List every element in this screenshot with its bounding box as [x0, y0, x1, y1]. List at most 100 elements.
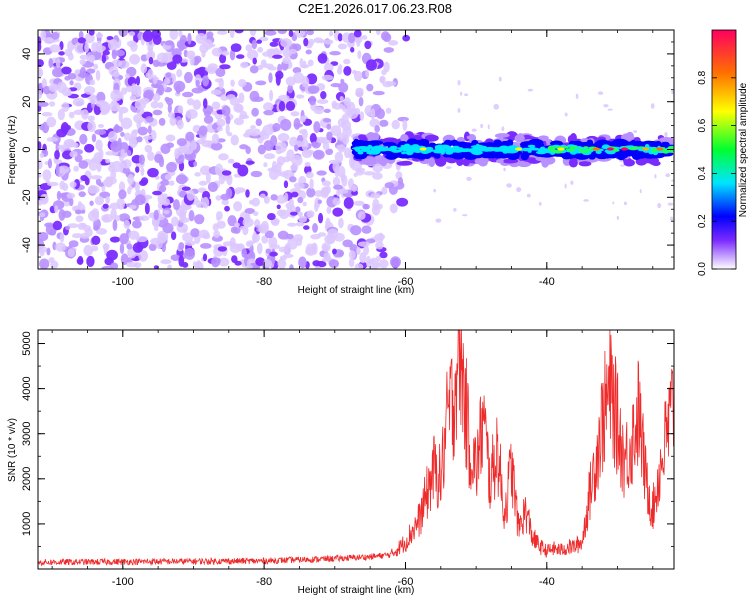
noise-blob	[178, 255, 185, 267]
noise-blob	[320, 91, 327, 100]
noise-blob	[383, 47, 395, 53]
noise-blob	[67, 223, 79, 229]
noise-blob	[167, 264, 172, 269]
noise-blob	[78, 191, 86, 198]
noise-blob	[96, 161, 102, 173]
noise-blob	[49, 101, 56, 107]
noise-blob	[353, 30, 362, 38]
noise-blob	[152, 109, 163, 116]
signal-core	[668, 150, 674, 153]
noise-blob	[353, 200, 365, 206]
noise-blob	[245, 212, 250, 224]
noise-blob	[435, 218, 442, 223]
signal-core	[463, 148, 472, 153]
noise-blob	[246, 264, 253, 269]
noise-blob	[314, 265, 321, 269]
noise-blob	[205, 66, 217, 73]
noise-blob	[160, 179, 170, 186]
noise-blob	[249, 65, 259, 74]
noise-blob	[188, 210, 195, 222]
noise-blob	[108, 66, 119, 76]
signal-core	[490, 147, 496, 151]
noise-blob	[221, 50, 230, 56]
noise-blob	[256, 39, 262, 44]
noise-blob	[280, 118, 292, 131]
noise-blob	[389, 203, 398, 214]
noise-blob	[195, 79, 200, 88]
noise-blob	[177, 105, 184, 113]
noise-blob	[89, 79, 96, 86]
noise-blob	[329, 51, 341, 56]
noise-blob	[297, 196, 304, 204]
snr-ytick-label: 3000	[21, 421, 33, 445]
noise-blob	[227, 158, 235, 164]
noise-blob	[138, 154, 145, 165]
noise-blob	[227, 215, 237, 227]
noise-blob	[564, 183, 567, 189]
noise-blob	[226, 173, 233, 186]
noise-blob	[80, 175, 88, 182]
colorbar-tick-label: 0.4	[697, 166, 708, 180]
noise-blob	[162, 222, 174, 234]
noise-blob	[210, 89, 222, 96]
noise-blob	[538, 201, 542, 206]
noise-blob	[364, 40, 372, 50]
noise-blob	[241, 248, 247, 258]
noise-blob	[97, 123, 105, 128]
noise-blob	[503, 167, 506, 172]
noise-blob	[332, 248, 337, 255]
snr-axes: -100 -80 -60 -40 1000 2000 3000 4000 5000	[21, 330, 674, 588]
noise-blob	[501, 126, 505, 132]
noise-blob	[282, 57, 291, 65]
noise-blob	[348, 250, 356, 260]
noise-blob	[333, 184, 343, 190]
noise-blob	[102, 243, 110, 251]
noise-blob	[303, 225, 310, 230]
noise-blob	[264, 230, 274, 239]
noise-blob	[91, 157, 103, 163]
noise-blob	[290, 111, 300, 117]
noise-blob	[126, 243, 133, 250]
noise-blob	[233, 244, 244, 250]
noise-blob	[299, 115, 306, 123]
noise-blob	[252, 96, 264, 102]
noise-blob	[303, 37, 309, 47]
noise-blob	[218, 257, 230, 267]
signal-core	[401, 151, 407, 155]
noise-blob	[362, 203, 369, 210]
noise-blob	[109, 236, 121, 243]
noise-blob	[633, 130, 638, 134]
noise-blob	[244, 208, 255, 215]
noise-blob	[391, 119, 400, 130]
spectrogram-xlabel: Height of straight line (km)	[298, 285, 415, 296]
noise-blob	[262, 124, 274, 136]
noise-blob	[55, 163, 60, 176]
signal-core	[405, 145, 412, 149]
noise-blob	[369, 257, 380, 269]
noise-blob	[224, 205, 230, 212]
noise-blob	[195, 32, 207, 45]
noise-blob	[311, 141, 319, 147]
noise-blob	[616, 215, 619, 220]
noise-blob	[189, 54, 195, 66]
noise-blob	[276, 156, 285, 166]
noise-blob	[271, 219, 280, 227]
noise-blob	[84, 143, 95, 153]
noise-blob	[221, 199, 229, 206]
noise-blob	[39, 258, 50, 269]
noise-blob	[246, 240, 256, 245]
noise-blob	[198, 180, 208, 186]
noise-blob	[186, 189, 195, 201]
noise-blob	[69, 150, 78, 158]
noise-blob	[57, 165, 70, 174]
noise-blob	[186, 98, 195, 106]
signal-core	[385, 153, 398, 160]
snr-ytick-label: 5000	[21, 331, 33, 355]
noise-blob	[272, 54, 283, 59]
noise-blob	[101, 53, 107, 64]
noise-blob	[358, 96, 364, 107]
spectrogram-blobs	[38, 30, 674, 269]
noise-blob	[211, 133, 220, 144]
noise-blob	[309, 133, 317, 144]
noise-blob	[671, 179, 674, 182]
